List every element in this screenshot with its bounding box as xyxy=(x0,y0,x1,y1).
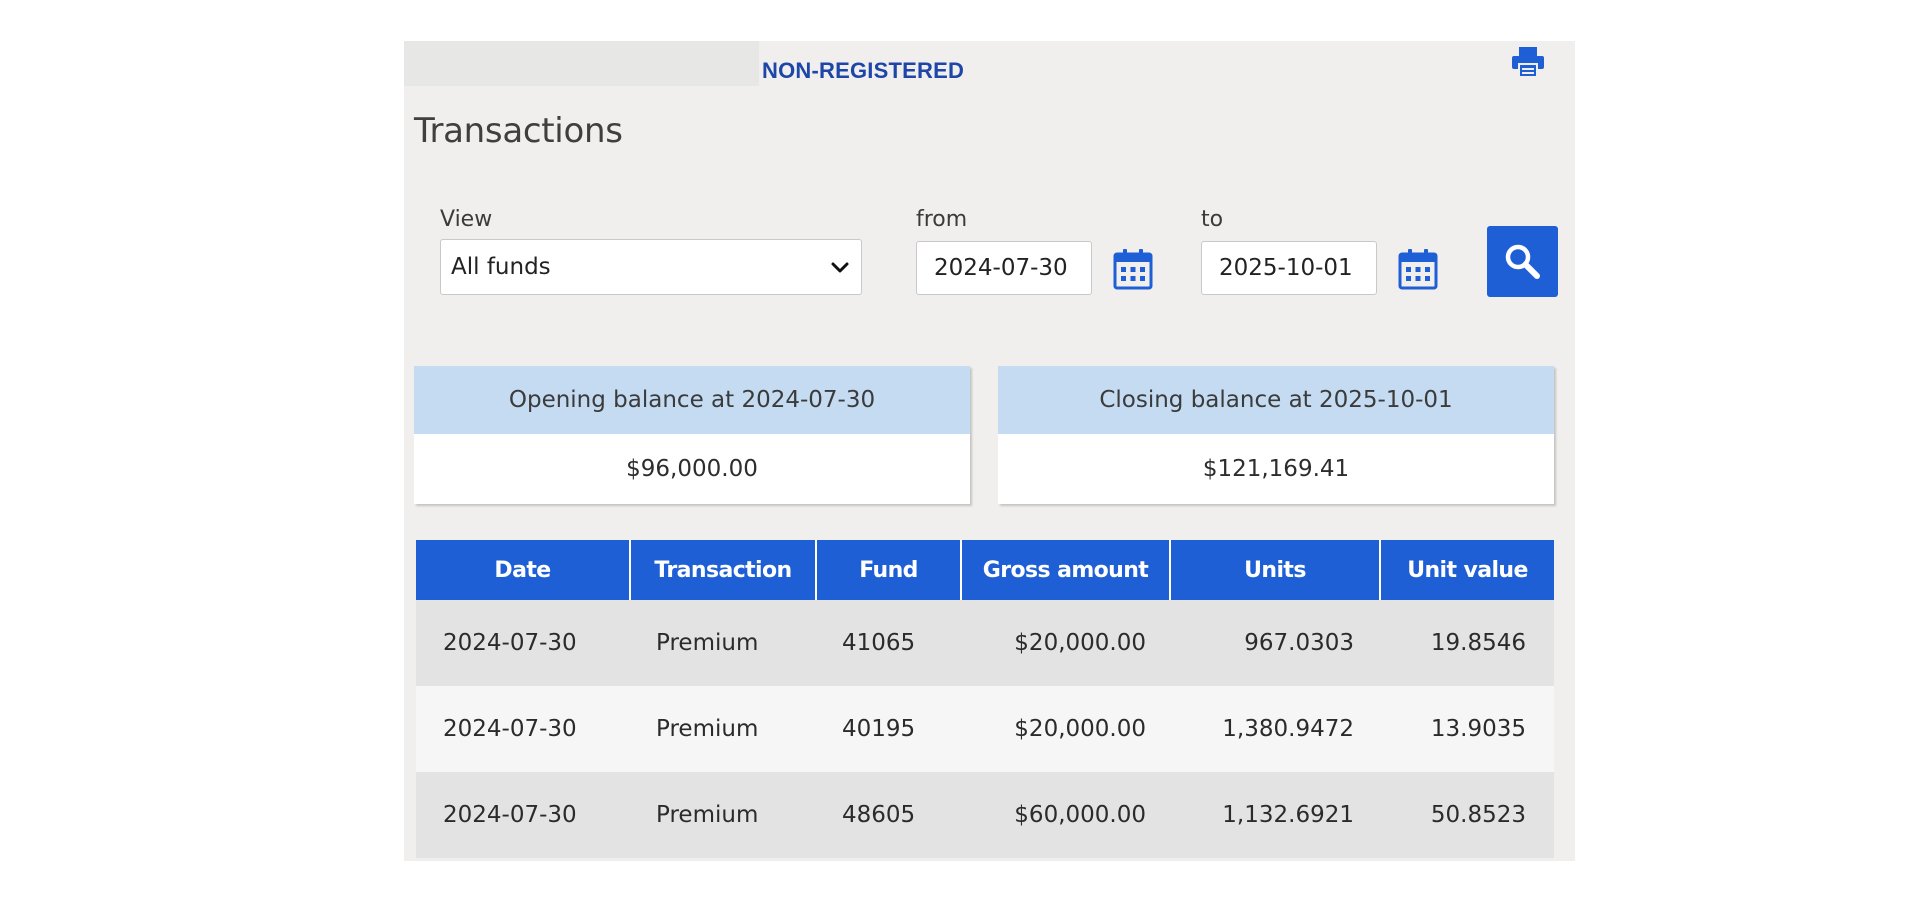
opening-balance-value: $96,000.00 xyxy=(626,456,758,482)
to-calendar-button[interactable] xyxy=(1397,247,1439,291)
page-title: Transactions xyxy=(414,111,623,151)
printer-icon xyxy=(1512,47,1544,78)
view-label: View xyxy=(440,207,493,232)
cell-transaction: Premium xyxy=(630,772,816,858)
cell-gross-amount: $60,000.00 xyxy=(961,772,1170,858)
closing-balance-label: Closing balance at 2025-10-01 xyxy=(998,366,1554,434)
cell-transaction: Premium xyxy=(630,686,816,772)
from-date-input[interactable]: 2024-07-30 xyxy=(916,241,1092,295)
search-button[interactable] xyxy=(1487,226,1558,297)
cell-unit-value: 50.8523 xyxy=(1380,772,1554,858)
cell-fund: 48605 xyxy=(816,772,961,858)
cell-unit-value: 19.8546 xyxy=(1380,600,1554,686)
cell-units: 967.0303 xyxy=(1170,600,1380,686)
cell-units: 1,380.9472 xyxy=(1170,686,1380,772)
closing-balance-card: Closing balance at 2025-10-01 $121,169.4… xyxy=(998,366,1554,504)
column-header-units[interactable]: Units xyxy=(1170,540,1381,600)
table-row: 2024-07-30 Premium 48605 $60,000.00 1,13… xyxy=(416,772,1554,858)
column-header-unit-value[interactable]: Unit value xyxy=(1380,540,1554,600)
transactions-panel: NON-REGISTERED Transactions View All fun… xyxy=(404,41,1575,861)
from-calendar-button[interactable] xyxy=(1112,247,1154,291)
search-icon xyxy=(1505,244,1540,279)
closing-balance-value: $121,169.41 xyxy=(1202,456,1350,482)
view-select[interactable]: All funds xyxy=(440,239,862,295)
cell-date: 2024-07-30 xyxy=(416,772,630,858)
calendar-icon xyxy=(1113,249,1153,290)
opening-balance-card: Opening balance at 2024-07-30 $96,000.00 xyxy=(414,366,970,504)
column-header-gross-amount[interactable]: Gross amount xyxy=(961,540,1171,600)
view-select-value: All funds xyxy=(451,254,551,280)
table-row: 2024-07-30 Premium 41065 $20,000.00 967.… xyxy=(416,600,1554,686)
cell-unit-value: 13.9035 xyxy=(1380,686,1554,772)
account-type-label: NON-REGISTERED xyxy=(762,58,965,83)
account-tab-strip xyxy=(404,41,759,86)
cell-date: 2024-07-30 xyxy=(416,600,630,686)
calendar-icon xyxy=(1398,249,1438,290)
column-header-fund[interactable]: Fund xyxy=(816,540,962,600)
cell-transaction: Premium xyxy=(630,600,816,686)
table-header-row: Date Transaction Fund Gross amount Units… xyxy=(416,540,1554,600)
cell-gross-amount: $20,000.00 xyxy=(961,686,1170,772)
cell-fund: 41065 xyxy=(816,600,961,686)
to-date-input[interactable]: 2025-10-01 xyxy=(1201,241,1377,295)
chevron-down-icon xyxy=(831,262,849,273)
cell-fund: 40195 xyxy=(816,686,961,772)
to-label: to xyxy=(1201,207,1224,232)
cell-units: 1,132.6921 xyxy=(1170,772,1380,858)
transactions-table: Date Transaction Fund Gross amount Units… xyxy=(416,540,1554,858)
print-button[interactable] xyxy=(1510,45,1546,79)
cell-gross-amount: $20,000.00 xyxy=(961,600,1170,686)
opening-balance-label: Opening balance at 2024-07-30 xyxy=(414,366,970,434)
from-label: from xyxy=(916,207,968,232)
column-header-date[interactable]: Date xyxy=(416,540,631,600)
cell-date: 2024-07-30 xyxy=(416,686,630,772)
table-row: 2024-07-30 Premium 40195 $20,000.00 1,38… xyxy=(416,686,1554,772)
column-header-transaction[interactable]: Transaction xyxy=(630,540,817,600)
